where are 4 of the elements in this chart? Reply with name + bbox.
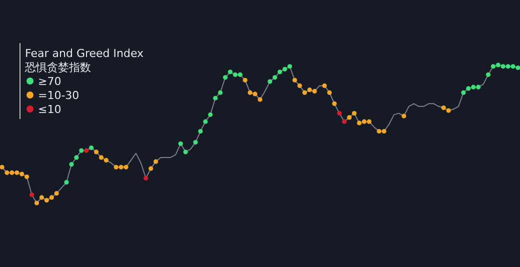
annotation: =10-30 bbox=[38, 89, 80, 102]
annotation: ≥70 bbox=[38, 75, 62, 88]
annotation: ≤10 bbox=[38, 103, 62, 116]
legend-title: Fear and Greed Index 恐惧贪婪指数 bbox=[24, 47, 144, 74]
